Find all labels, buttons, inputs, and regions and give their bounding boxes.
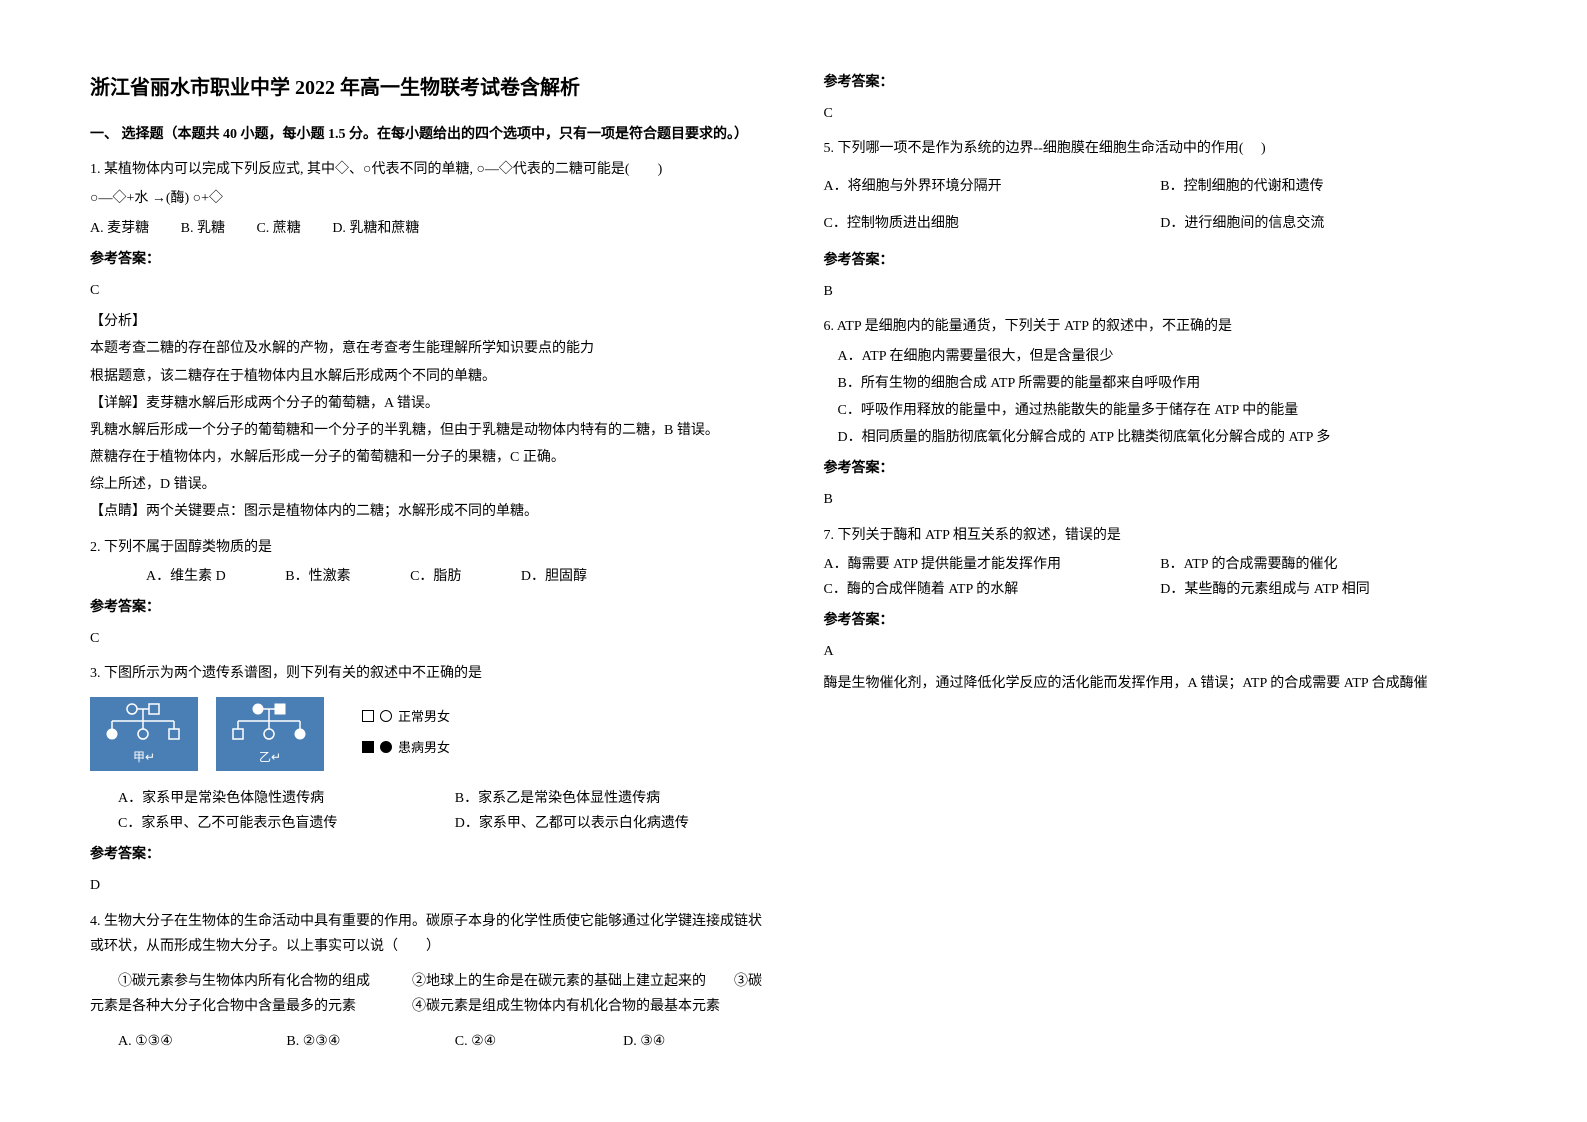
q5-answer: B (824, 279, 1498, 304)
q2-answer: C (90, 626, 764, 651)
q1-ana3: 【详解】麦芽糖水解后形成两个分子的葡萄糖，A 错误。 (90, 391, 764, 416)
question-7: 7. 下列关于酶和 ATP 相互关系的叙述，错误的是 A．酶需要 ATP 提供能… (824, 523, 1498, 696)
q5-optA: A．将细胞与外界环境分隔开 (824, 174, 1161, 199)
q5-optB: B．控制细胞的代谢和遗传 (1160, 174, 1497, 199)
q1-answer: C (90, 278, 764, 303)
q7-stem: 7. 下列关于酶和 ATP 相互关系的叙述，错误的是 (824, 523, 1498, 548)
q2-optD: D．胆固醇 (493, 564, 587, 589)
q4-stem: 4. 生物大分子在生物体的生命活动中具有重要的作用。碳原子本身的化学性质使它能够… (90, 909, 764, 959)
q7-optA: A．酶需要 ATP 提供能量才能发挥作用 (824, 552, 1161, 577)
q4-answer-label: 参考答案： (824, 70, 1498, 95)
q1-optB: B. 乳糖 (181, 216, 225, 241)
q3-optA: A．家系甲是常染色体隐性遗传病 (90, 786, 427, 811)
page-title: 浙江省丽水市职业中学 2022 年高一生物联考试卷含解析 (90, 70, 764, 106)
q1-ana4: 乳糖水解后形成一个分子的葡萄糖和一个分子的半乳糖，但由于乳糖是动物体内特有的二糖… (90, 418, 764, 443)
q7-answer: A (824, 639, 1498, 664)
q6-stem: 6. ATP 是细胞内的能量通货，下列关于 ATP 的叙述中，不正确的是 (824, 314, 1498, 339)
q1-options: A. 麦芽糖 B. 乳糖 C. 蔗糖 D. 乳糖和蔗糖 (90, 216, 764, 241)
circle-fill-icon (380, 741, 392, 753)
q1-ana7: 【点睛】两个关键要点：图示是植物体内的二糖；水解形成不同的单糖。 (90, 499, 764, 524)
q3-stem: 3. 下图所示为两个遗传系谱图，则下列有关的叙述中不正确的是 (90, 661, 764, 686)
q3-optD: D．家系甲、乙都可以表示白化病遗传 (427, 811, 764, 836)
q2-optC: C．脂肪 (382, 564, 461, 589)
q6-answer: B (824, 487, 1498, 512)
q1-optD: D. 乳糖和蔗糖 (332, 216, 419, 241)
q3-optC: C．家系甲、乙不可能表示色盲遗传 (90, 811, 427, 836)
q1-ana1: 本题考查二糖的存在部位及水解的产物，意在考查考生能理解所学知识要点的能力 (90, 336, 764, 361)
q3-pedigree: 甲↵ 乙↵ (90, 697, 450, 780)
q7-options-row2: C．酶的合成伴随着 ATP 的水解 D．某些酶的元素组成与 ATP 相同 (824, 577, 1498, 602)
pedigree-legend: 正常男女 患病男女 (342, 705, 450, 763)
pedigree-panel-2: 乙↵ (216, 697, 324, 771)
square-fill-icon (362, 741, 374, 753)
q4-optB: B. ②③④ (258, 1029, 426, 1054)
q2-optB: B．性激素 (257, 564, 350, 589)
q1-analysis-head: 【分析】 (90, 309, 764, 334)
q3-answer-label: 参考答案： (90, 842, 764, 867)
q3-options-row2: C．家系甲、乙不可能表示色盲遗传 D．家系甲、乙都可以表示白化病遗传 (90, 811, 764, 836)
q5-optD: D．进行细胞间的信息交流 (1160, 211, 1497, 236)
pedigree-1-label: 甲↵ (133, 747, 155, 769)
q5-optC: C．控制物质进出细胞 (824, 211, 1161, 236)
q1-stem: 1. 某植物体内可以完成下列反应式, 其中◇、○代表不同的单糖, ○—◇代表的二… (90, 157, 764, 182)
q6-optB: B．所有生物的细胞合成 ATP 所需要的能量都来自呼吸作用 (838, 371, 1498, 396)
q3-options-row1: A．家系甲是常染色体隐性遗传病 B．家系乙是常染色体显性遗传病 (90, 786, 764, 811)
q5-answer-label: 参考答案： (824, 248, 1498, 273)
question-6: 6. ATP 是细胞内的能量通货，下列关于 ATP 的叙述中，不正确的是 A．A… (824, 314, 1498, 512)
q1-ana6: 综上所述，D 错误。 (90, 472, 764, 497)
q4-items: ①碳元素参与生物体内所有化合物的组成 ②地球上的生命是在碳元素的基础上建立起来的… (90, 969, 764, 1019)
question-2: 2. 下列不属于固醇类物质的是 A．维生素 D B．性激素 C．脂肪 D．胆固醇… (90, 535, 764, 652)
q2-answer-label: 参考答案： (90, 595, 764, 620)
section-header: 一、 选择题（本题共 40 小题，每小题 1.5 分。在每小题给出的四个选项中，… (90, 122, 764, 147)
legend-affected: 患病男女 (398, 736, 450, 759)
q5-options-row2: C．控制物质进出细胞 D．进行细胞间的信息交流 (824, 211, 1498, 236)
q7-optC: C．酶的合成伴随着 ATP 的水解 (824, 577, 1161, 602)
q7-optD: D．某些酶的元素组成与 ATP 相同 (1160, 577, 1497, 602)
q7-ana1: 酶是生物催化剂，通过降低化学反应的活化能而发挥作用，A 错误；ATP 的合成需要… (824, 671, 1498, 696)
q2-stem: 2. 下列不属于固醇类物质的是 (90, 535, 764, 560)
q4-optD: D. ③④ (595, 1029, 763, 1054)
q4-answer: C (824, 101, 1498, 126)
question-1: 1. 某植物体内可以完成下列反应式, 其中◇、○代表不同的单糖, ○—◇代表的二… (90, 157, 764, 524)
q1-optA: A. 麦芽糖 (90, 216, 149, 241)
q7-answer-label: 参考答案： (824, 608, 1498, 633)
q6-optC: C．呼吸作用释放的能量中，通过热能散失的能量多于储存在 ATP 中的能量 (838, 398, 1498, 423)
circle-open-icon (380, 710, 392, 722)
q4-optA: A. ①③④ (90, 1029, 258, 1054)
q1-ana5: 蔗糖存在于植物体内，水解后形成一分子的葡萄糖和一分子的果糖，C 正确。 (90, 445, 764, 470)
q3-optB: B．家系乙是常染色体显性遗传病 (427, 786, 764, 811)
q5-stem: 5. 下列哪一项不是作为系统的边界--细胞膜在细胞生命活动中的作用( ) (824, 136, 1498, 161)
q4-optC: C. ②④ (427, 1029, 595, 1054)
q5-options-row1: A．将细胞与外界环境分隔开 B．控制细胞的代谢和遗传 (824, 174, 1498, 199)
q7-options-row1: A．酶需要 ATP 提供能量才能发挥作用 B．ATP 的合成需要酶的催化 (824, 552, 1498, 577)
q1-ana2: 根据题意，该二糖存在于植物体内且水解后形成两个不同的单糖。 (90, 364, 764, 389)
q2-optA: A．维生素 D (118, 564, 226, 589)
q6-answer-label: 参考答案： (824, 456, 1498, 481)
legend-normal: 正常男女 (398, 705, 450, 728)
q6-options: A．ATP 在细胞内需要量很大，但是含量很少 B．所有生物的细胞合成 ATP 所… (838, 344, 1498, 451)
q4-options: A. ①③④ B. ②③④ C. ②④ D. ③④ (90, 1029, 764, 1054)
question-5: 5. 下列哪一项不是作为系统的边界--细胞膜在细胞生命活动中的作用( ) A．将… (824, 136, 1498, 304)
q6-optA: A．ATP 在细胞内需要量很大，但是含量很少 (838, 344, 1498, 369)
q1-formula: ○—◇+水 →(酶) ○+◇ (90, 186, 764, 211)
q1-answer-label: 参考答案： (90, 247, 764, 272)
question-3: 3. 下图所示为两个遗传系谱图，则下列有关的叙述中不正确的是 (90, 661, 764, 898)
q2-options: A．维生素 D B．性激素 C．脂肪 D．胆固醇 (90, 564, 764, 589)
square-open-icon (362, 710, 374, 722)
pedigree-2-label: 乙↵ (259, 747, 281, 769)
q1-optC: C. 蔗糖 (256, 216, 300, 241)
q7-optB: B．ATP 的合成需要酶的催化 (1160, 552, 1497, 577)
q6-optD: D．相同质量的脂肪彻底氧化分解合成的 ATP 比糖类彻底氧化分解合成的 ATP … (838, 425, 1498, 450)
pedigree-panel-1: 甲↵ (90, 697, 198, 771)
q3-answer: D (90, 873, 764, 898)
